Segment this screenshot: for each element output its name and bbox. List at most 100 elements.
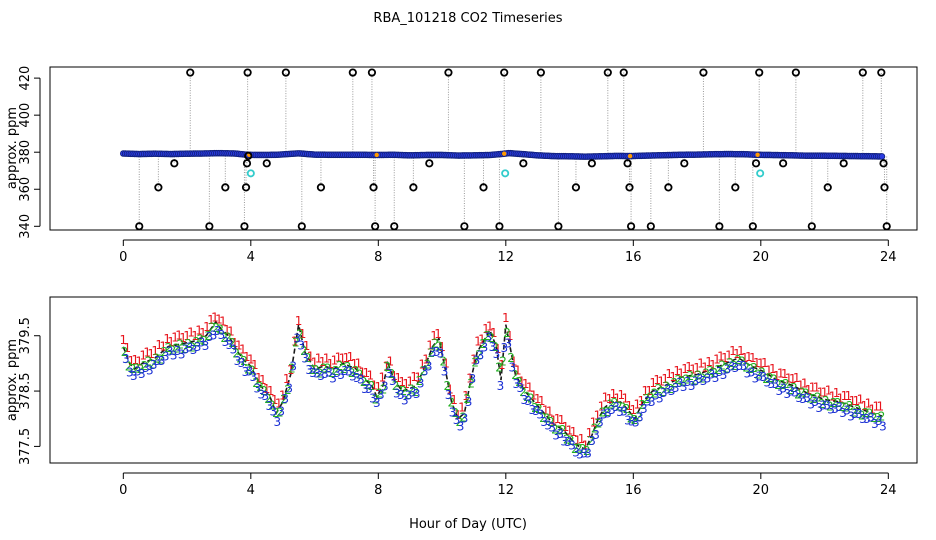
series-label: 3 [672,381,680,395]
series-label: 2 [408,382,416,396]
series-label: 3 [505,336,513,350]
excursion-point [186,68,195,77]
series-label: 1 [522,377,530,391]
series-label: 1 [610,387,618,401]
series-label: 3 [596,415,604,429]
series-label: 1 [355,356,363,370]
excursion-point [619,68,628,77]
series-label: 1 [622,391,630,405]
excursion-point [877,68,886,77]
series-label: 1 [590,415,598,429]
series-label: 1 [406,375,414,389]
series-label: 3 [174,344,182,358]
series-label: 3 [544,419,552,433]
series-label: 2 [276,405,284,419]
series-label: 1 [653,373,661,387]
series-label: 1 [426,338,434,352]
series-label: 2 [220,331,228,345]
series-label: 2 [268,398,276,412]
series-label: 2 [818,397,826,411]
series-label: 2 [288,362,296,376]
series-label: 1 [299,327,307,341]
series-label: 1 [187,325,195,339]
series-label: 3 [552,429,560,443]
series-label: 1 [327,357,335,371]
series-label: 2 [551,422,559,436]
series-label: 2 [196,332,204,346]
series-label: 1 [382,359,390,373]
series-label: 3 [281,392,289,406]
series-label: 2 [575,441,583,455]
series-label: 3 [791,385,799,399]
bottom-y-tick-label: 377.5 [18,428,33,465]
series-label: 3 [453,413,461,427]
series-label: 2 [866,406,874,420]
series-label: 2 [412,385,420,399]
series-label: 3 [580,447,588,461]
top-x-tick-label: 12 [498,250,515,265]
series-label: 1 [821,386,829,400]
excursion-point [369,183,378,192]
excursion-point [791,68,800,77]
series-label: 3 [321,367,329,381]
series-label: 1 [657,375,665,389]
series-label: 1 [446,382,454,396]
series-label: 1 [649,376,657,390]
series-label: 2 [444,379,452,393]
series-label: 3 [803,391,811,405]
excursion-point [646,222,655,231]
series-label: 3 [361,382,369,396]
series-label: 3 [851,407,859,421]
series-label: 2 [615,400,623,414]
series-label: 3 [130,369,138,383]
series-label: 2 [340,362,348,376]
series-label: 3 [501,341,509,355]
series-label: 1 [486,319,494,333]
series-label: 2 [699,372,707,386]
series-label: 3 [624,413,632,427]
series-label: 2 [232,346,240,360]
series-label: 1 [813,381,821,395]
excursion-point [680,159,689,168]
series-label: 2 [874,411,882,425]
bottom-y-tick-label: 379.5 [18,317,33,354]
series-label: 1 [227,325,235,339]
series-label: 1 [841,389,849,403]
series-label: 1 [363,366,371,380]
series-label: 1 [809,380,817,394]
series-label: 3 [660,386,668,400]
series-label: 1 [359,365,367,379]
series-label: 1 [339,351,347,365]
series-label: 2 [368,379,376,393]
series-label: 1 [374,380,382,394]
series-label: 2 [384,360,392,374]
series-label: 3 [202,339,210,353]
series-label: 3 [879,419,887,433]
series-label: 2 [539,411,547,425]
series-label: 3 [377,388,385,402]
series-label: 1 [530,389,538,403]
series-label: 2 [535,402,543,416]
series-label: 3 [433,345,441,359]
series-label: 3 [807,398,815,412]
top-y-axis: 340 360 380 400 420 [18,66,41,239]
series-label: 2 [519,385,527,399]
series-label: 3 [393,387,401,401]
series-label: 2 [758,366,766,380]
top-y-tick-label: 400 [18,103,33,128]
series-label: 2 [280,392,288,406]
series-label: 2 [571,442,579,456]
excursion-point [536,68,545,77]
series-label: 2 [782,377,790,391]
series-label: 1 [857,393,865,407]
series-label: 3 [242,365,250,379]
series-label: 3 [839,406,847,420]
excursion-point [409,183,418,192]
series-label: 3 [485,331,493,345]
series-label: 3 [313,367,321,381]
series-label: 3 [620,405,628,419]
series-label: 3 [481,340,489,354]
series-label: 1 [398,375,406,389]
top-plot-frame [49,66,918,231]
series-label: 1 [323,352,331,366]
